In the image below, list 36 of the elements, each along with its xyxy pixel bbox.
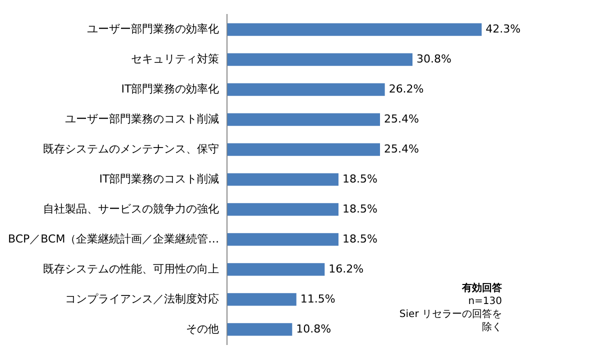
y-tick-label: IT部門業務のコスト削減: [99, 172, 220, 186]
bar: [227, 173, 338, 186]
data-label: 11.5%: [300, 292, 336, 306]
data-label: 18.5%: [342, 232, 378, 246]
bar: [227, 203, 338, 216]
bar: [227, 83, 385, 96]
y-tick-label: その他: [186, 322, 220, 336]
bar: [227, 143, 380, 156]
data-label: 30.8%: [416, 52, 452, 66]
data-label: 26.2%: [388, 82, 424, 96]
y-tick-label: 既存システムの性能、可用性の向上: [43, 262, 220, 276]
bar: [227, 53, 412, 66]
data-label: 16.2%: [328, 262, 364, 276]
y-tick-label: セキュリティ対策: [131, 52, 220, 66]
bar: [227, 23, 482, 36]
data-label: 10.8%: [296, 322, 332, 336]
annotation: Sier リセラーの回答を除く: [398, 308, 502, 334]
data-label: 18.5%: [342, 202, 378, 216]
y-tick-label: ユーザー部門業務の効率化: [87, 22, 220, 36]
data-label: 18.5%: [342, 172, 378, 186]
y-tick-label: ユーザー部門業務のコスト削減: [65, 112, 220, 126]
bar: [227, 293, 296, 306]
y-tick-label: コンプライアンス／法制度対応: [65, 292, 220, 306]
annotation: n=130: [467, 295, 502, 308]
bar: [227, 233, 338, 246]
data-label: 25.4%: [384, 142, 419, 156]
bar: [227, 323, 292, 336]
y-tick-label: 既存システムのメンテナンス、保守: [43, 142, 220, 156]
data-label: 42.3%: [486, 22, 521, 36]
y-tick-label: 自社製品、サービスの競争力の強化: [43, 202, 220, 216]
annotation: 有効回答: [460, 282, 502, 295]
bar: [227, 113, 380, 126]
y-tick-label: IT部門業務の効率化: [121, 82, 220, 96]
bar: [227, 263, 325, 276]
data-label: 25.4%: [384, 112, 419, 126]
y-tick-label: BCP／BCM（企業継続計画／企業継続管…: [8, 232, 220, 246]
